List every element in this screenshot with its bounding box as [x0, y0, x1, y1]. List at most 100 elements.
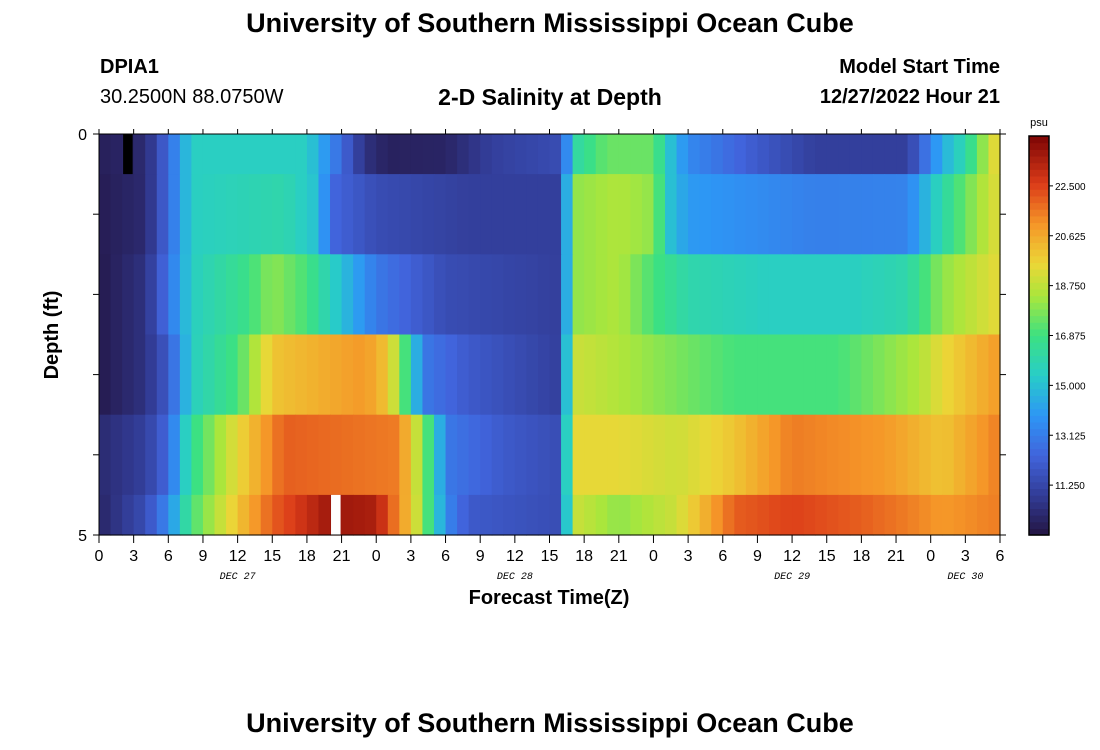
- heatmap-cell: [156, 134, 169, 175]
- heatmap-cell: [711, 174, 724, 255]
- heatmap-cell: [849, 334, 862, 416]
- x-tick-label: 3: [406, 548, 415, 565]
- heatmap-cell: [872, 494, 886, 536]
- heatmap-cell: [595, 494, 608, 536]
- heatmap-cell: [480, 254, 493, 336]
- heatmap-cell: [942, 134, 955, 175]
- heatmap-cell: [410, 254, 424, 336]
- heatmap-cell: [526, 134, 539, 175]
- heatmap-cell: [422, 414, 435, 496]
- colorbar-segment: [1029, 322, 1049, 330]
- heatmap-cell: [988, 254, 1001, 336]
- heatmap-cell: [884, 254, 897, 336]
- heatmap-cell: [861, 494, 874, 536]
- heatmap-cell: [191, 254, 204, 336]
- heatmap-cell: [561, 174, 574, 255]
- heatmap-cell: [549, 414, 562, 496]
- heatmap-cell: [584, 254, 597, 336]
- heatmap-cell: [341, 414, 354, 496]
- heatmap-cell: [260, 134, 273, 175]
- x-tick-label: 6: [164, 548, 173, 565]
- heatmap-cell: [364, 414, 377, 496]
- heatmap-cell: [110, 334, 123, 416]
- heatmap-cell: [861, 174, 874, 255]
- heatmap-cell: [110, 494, 123, 536]
- heatmap-cell: [676, 494, 689, 536]
- heatmap-cell: [826, 414, 839, 496]
- heatmap-cell: [872, 174, 886, 255]
- heatmap-cell: [145, 174, 158, 255]
- heatmap-cell: [676, 134, 689, 175]
- day-label: DEC 27: [220, 572, 256, 583]
- heatmap-cell: [249, 174, 262, 255]
- heatmap-cell: [179, 134, 193, 175]
- day-label: DEC 30: [947, 572, 983, 583]
- heatmap-cell: [445, 334, 458, 416]
- heatmap-cell: [618, 254, 631, 336]
- colorbar-segment: [1029, 508, 1049, 516]
- heatmap-cell: [202, 494, 216, 536]
- heatmap-cell: [584, 174, 597, 255]
- heatmap-cell: [641, 134, 655, 175]
- heatmap-cell: [745, 174, 759, 255]
- heatmap-cell: [884, 334, 897, 416]
- colorbar-segment: [1029, 515, 1049, 523]
- heatmap-cell: [838, 134, 851, 175]
- heatmap-cell: [768, 174, 782, 255]
- heatmap-cell: [226, 134, 239, 175]
- heatmap-cell: [110, 414, 123, 496]
- heatmap-cell: [872, 254, 886, 336]
- heatmap-cell: [780, 174, 793, 255]
- heatmap-cell: [133, 174, 146, 255]
- heatmap-cell: [849, 494, 862, 536]
- heatmap-cell: [618, 334, 631, 416]
- heatmap-cell: [942, 254, 955, 336]
- heatmap-cell: [792, 174, 805, 255]
- heatmap-cell: [445, 174, 458, 255]
- heatmap-cell: [780, 334, 793, 416]
- x-tick-label: 0: [926, 548, 935, 565]
- heatmap-cell: [549, 174, 562, 255]
- heatmap-cell: [226, 254, 239, 336]
- colorbar-segment: [1029, 308, 1049, 317]
- heatmap-cell: [202, 254, 216, 336]
- heatmap-cell: [607, 494, 620, 536]
- colorbar-segment: [1029, 421, 1049, 430]
- heatmap-cell: [318, 174, 331, 255]
- day-label: DEC 28: [497, 572, 533, 583]
- heatmap-cell: [792, 494, 805, 536]
- heatmap-cell: [503, 414, 516, 496]
- heatmap-cell: [133, 414, 146, 496]
- colorbar-segment: [1029, 395, 1049, 403]
- x-tick-label: 6: [718, 548, 727, 565]
- x-tick-label: 9: [476, 548, 485, 565]
- heatmap-cell: [468, 334, 481, 416]
- heatmap-cell: [387, 334, 400, 416]
- heatmap-cell: [595, 254, 608, 336]
- heatmap-cell: [191, 414, 204, 496]
- plot-title: 2-D Salinity at Depth: [438, 84, 662, 110]
- heatmap-cell: [549, 134, 562, 175]
- heatmap-cell: [133, 334, 146, 416]
- heatmap-cell: [353, 174, 366, 255]
- heatmap-cell: [618, 414, 631, 496]
- heatmap-cell: [711, 494, 724, 536]
- heatmap-cell: [457, 414, 470, 496]
- heatmap-cell: [272, 254, 285, 336]
- heatmap-cell: [341, 334, 354, 416]
- heatmap-cell: [272, 414, 285, 496]
- day-label: DEC 29: [774, 572, 810, 583]
- heatmap-cell: [99, 334, 112, 416]
- heatmap-cell: [156, 334, 169, 416]
- colorbar-segment: [1029, 195, 1049, 204]
- heatmap-cell: [526, 174, 539, 255]
- heatmap-cell: [318, 334, 331, 416]
- heatmap-cell: [676, 174, 689, 255]
- station-coordinates: 30.2500N 88.0750W: [100, 86, 284, 108]
- heatmap-cell: [249, 414, 262, 496]
- colorbar-segment: [1029, 488, 1049, 496]
- x-axis: 0 3 6 9 12 15 18 21 0 3 6 9 12 15 18 21 0 3 6 9 12 15 18 21 0 3 6 D…: [95, 129, 1005, 583]
- heatmap-cell: [676, 334, 689, 416]
- page-title: University of Southern Mississippi Ocean…: [246, 8, 854, 38]
- heatmap-cell: [734, 494, 747, 536]
